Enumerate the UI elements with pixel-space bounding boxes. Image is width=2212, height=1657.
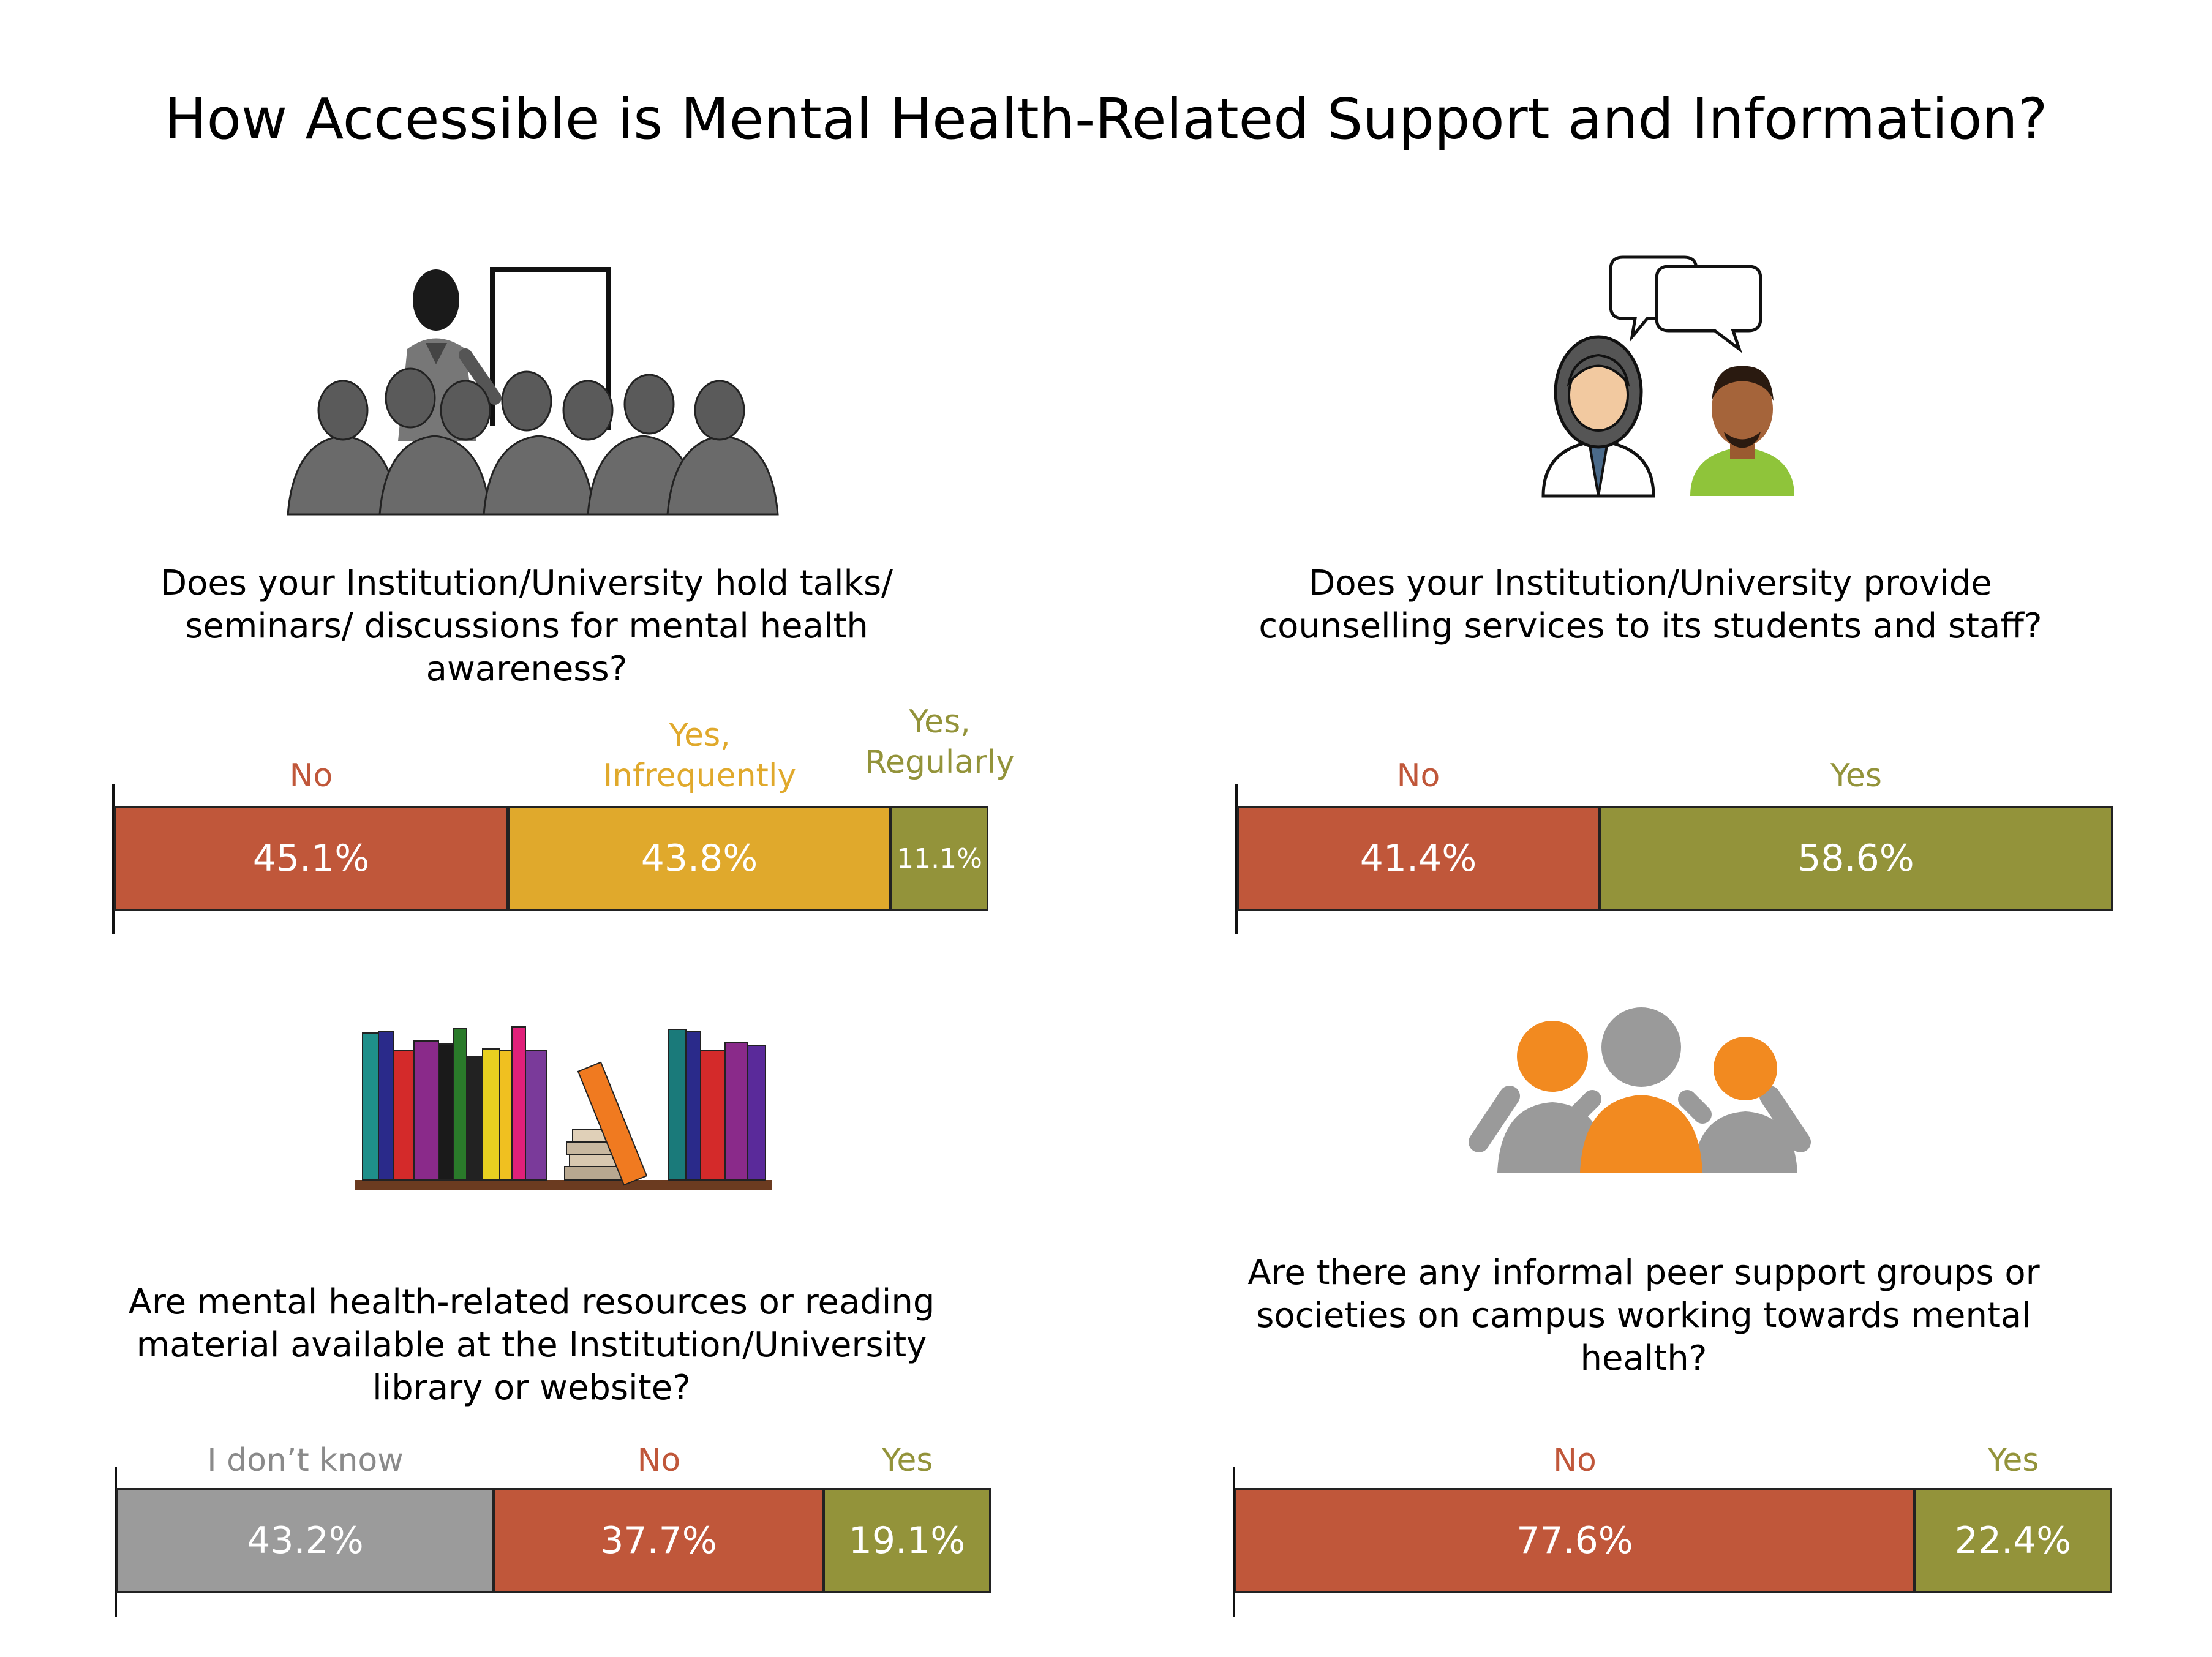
bar-segment: 77.6% <box>1235 1488 1915 1593</box>
bar-axis-line <box>1235 784 1238 934</box>
question-line: societies on campus working towards ment… <box>1256 1296 2031 1336</box>
question-line: counselling services to its students and… <box>1258 606 2042 646</box>
category-label: No <box>127 756 495 796</box>
bar-axis-line <box>115 1467 117 1617</box>
page-title: How Accessible is Mental Health-Related … <box>164 86 2048 152</box>
peer-group-icon <box>1469 1007 1811 1173</box>
category-label-line: No <box>289 757 333 794</box>
category-label: No <box>1235 756 1602 796</box>
category-label-line: Infrequently <box>603 757 797 794</box>
question-line: Are mental health-related resources or r… <box>128 1282 935 1322</box>
bar-segment: 11.1% <box>891 806 988 911</box>
bar-segment: 37.7% <box>494 1488 824 1593</box>
category-label: Yes <box>1830 1440 2197 1481</box>
category-label: Yes, Infrequently <box>516 715 884 796</box>
bar-segment: 43.8% <box>508 806 891 911</box>
category-label: Yes <box>1672 756 2040 796</box>
category-label: I don’t know <box>122 1440 489 1481</box>
category-label-line: I don’t know <box>207 1442 404 1479</box>
counselling-conversation-icon <box>1541 255 1794 498</box>
category-label-line: Yes <box>1830 757 1882 794</box>
bar-segment: 41.4% <box>1237 806 1600 911</box>
question-line: seminars/ discussions for mental health <box>185 606 868 646</box>
category-label: No <box>1391 1440 1759 1481</box>
question-line: material available at the Institution/Un… <box>136 1325 927 1365</box>
question-line: health? <box>1580 1339 1707 1378</box>
bar-segment: 58.6% <box>1600 806 2113 911</box>
question-text: Are there any informal peer support grou… <box>1093 1252 2195 1380</box>
bar-axis-line <box>1233 1467 1235 1617</box>
category-label-line: No <box>1396 757 1440 794</box>
question-line: library or website? <box>372 1368 691 1408</box>
category-label-line: No <box>1553 1442 1597 1479</box>
question-text: Are mental health-related resources or r… <box>0 1281 1083 1410</box>
category-label: Yes <box>724 1440 1091 1481</box>
question-line: Does your Institution/University provide <box>1309 563 1992 603</box>
category-label-line: Regularly <box>865 744 1015 781</box>
presentation-audience-icon <box>287 267 779 516</box>
bookshelf-icon <box>355 1026 772 1190</box>
category-label-line: Yes <box>881 1442 933 1479</box>
bar-segment: 45.1% <box>114 806 508 911</box>
category-label-line: Yes, <box>669 717 731 754</box>
question-line: Does your Institution/University hold ta… <box>160 563 893 603</box>
category-label-line: Yes, <box>909 704 971 740</box>
category-label: Yes, Regularly <box>756 702 1124 783</box>
bar-segment: 22.4% <box>1915 1488 2112 1593</box>
question-line: awareness? <box>426 649 628 689</box>
question-text: Does your Institution/University hold ta… <box>0 562 1078 691</box>
category-label-line: Yes <box>1987 1442 2039 1479</box>
category-label-line: No <box>637 1442 681 1479</box>
bar-axis-line <box>112 784 115 934</box>
category-label: No <box>475 1440 843 1481</box>
bar-segment: 19.1% <box>824 1488 991 1593</box>
question-line: Are there any informal peer support grou… <box>1247 1253 2040 1293</box>
bar-segment: 43.2% <box>116 1488 494 1593</box>
question-text: Does your Institution/University provide… <box>1099 562 2202 648</box>
